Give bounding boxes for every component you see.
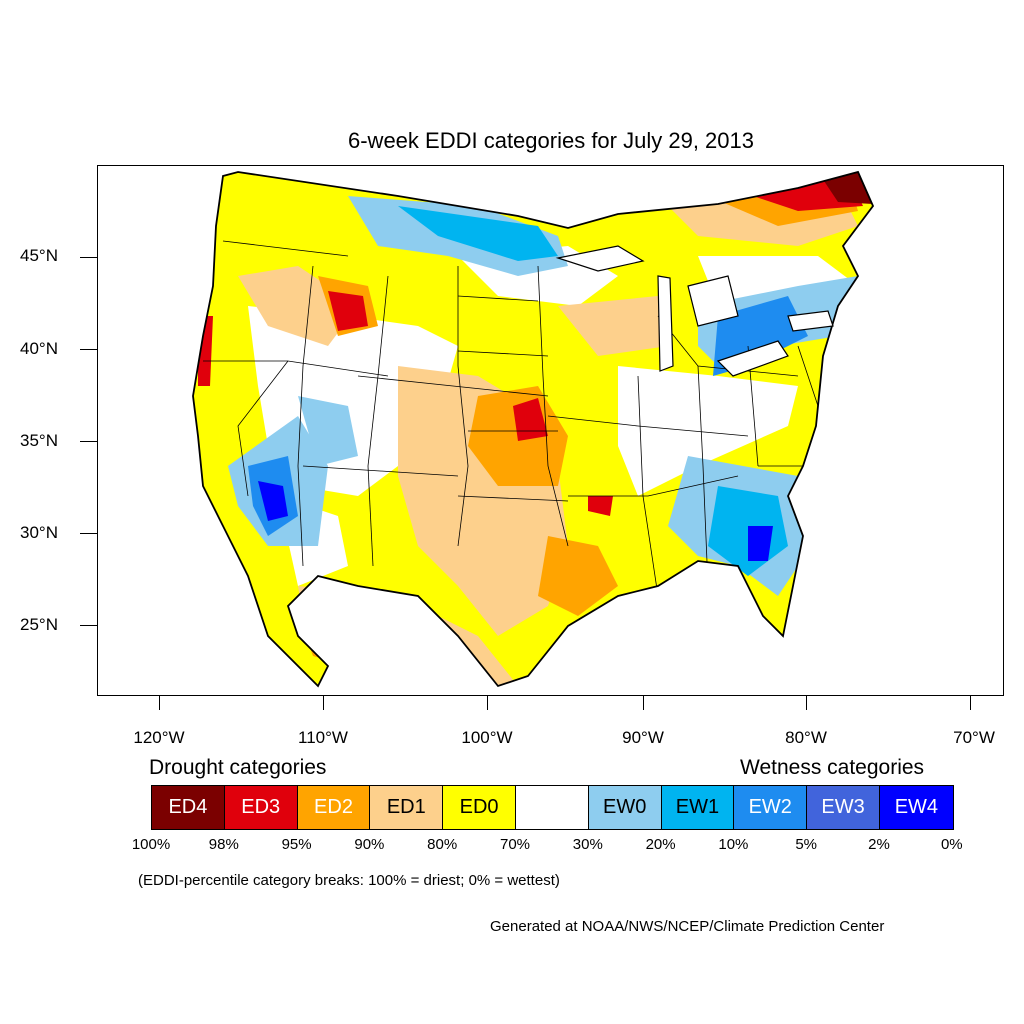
percentile-break-label: 98% — [208, 836, 239, 853]
legend-cell-normal — [515, 786, 589, 829]
percentile-break-label: 100% — [131, 836, 171, 853]
lon-label-90w: 90°W — [622, 728, 664, 747]
legend-cell-ew0: EW0 — [588, 786, 662, 829]
percentile-break-label: 95% — [281, 836, 312, 853]
legend-cell-ew4: EW4 — [879, 786, 953, 829]
legend-cell-ed0: ED0 — [443, 786, 516, 829]
percentile-break-label: 0% — [940, 836, 963, 853]
lat-tick — [80, 349, 97, 350]
lon-tick — [487, 696, 488, 710]
credit-line: Generated at NOAA/NWS/NCEP/Climate Predi… — [490, 918, 885, 935]
lon-tick — [159, 696, 160, 710]
lat-label-40n: 40°N — [20, 339, 58, 358]
percentile-break-label: 5% — [795, 836, 818, 853]
lat-tick — [80, 441, 97, 442]
lat-tick — [80, 257, 97, 258]
drought-categories-heading: Drought categories — [149, 756, 327, 779]
percentile-break-label: 20% — [645, 836, 676, 853]
legend-cell-ed1: ED1 — [370, 786, 444, 829]
eddi-map — [97, 165, 1004, 696]
lat-label-35n: 35°N — [20, 431, 58, 450]
eddi-map-canvas — [192, 171, 874, 687]
lon-tick — [970, 696, 971, 710]
lon-label-110w: 110°W — [298, 728, 348, 747]
lat-tick — [80, 533, 97, 534]
map-title: 6-week EDDI categories for July 29, 2013 — [348, 128, 754, 153]
percentile-break-label: 30% — [572, 836, 603, 853]
lat-tick — [80, 625, 97, 626]
category-breaks-note: (EDDI-percentile category breaks: 100% =… — [138, 872, 560, 889]
lon-label-80w: 80°W — [785, 728, 827, 747]
lat-label-45n: 45°N — [20, 246, 58, 265]
lon-label-120w: 120°W — [133, 728, 185, 747]
wetness-categories-heading: Wetness categories — [740, 756, 925, 779]
legend-cell-ed4: ED4 — [152, 786, 225, 829]
eddi-categories-layer — [193, 172, 873, 686]
percentile-break-label: 2% — [868, 836, 890, 853]
legend-cell-ed3: ED3 — [224, 786, 298, 829]
great-lakes — [555, 245, 834, 377]
legend-cell-ew2: EW2 — [734, 786, 808, 829]
percentile-break-label: 90% — [354, 836, 385, 853]
lon-tick — [806, 696, 807, 710]
lat-label-25n: 25°N — [20, 615, 58, 634]
percentile-break-label: 80% — [427, 836, 458, 853]
lon-label-100w: 100°W — [461, 728, 513, 747]
legend-cell-ew3: EW3 — [807, 786, 880, 829]
legend-cell-ed2: ED2 — [297, 786, 371, 829]
lon-tick — [323, 696, 324, 710]
lon-label-70w: 70°W — [953, 728, 995, 747]
legend-cell-ew1: EW1 — [661, 786, 735, 829]
lat-label-30n: 30°N — [20, 523, 58, 542]
lon-tick — [643, 696, 644, 710]
state-boundaries — [203, 240, 819, 597]
percentile-break-label: 70% — [499, 836, 531, 853]
category-legend-bar: ED4 ED3 ED2 ED1 ED0 EW0 EW1 EW2 EW3 EW4 — [151, 785, 954, 830]
percentile-break-label: 10% — [718, 836, 749, 853]
